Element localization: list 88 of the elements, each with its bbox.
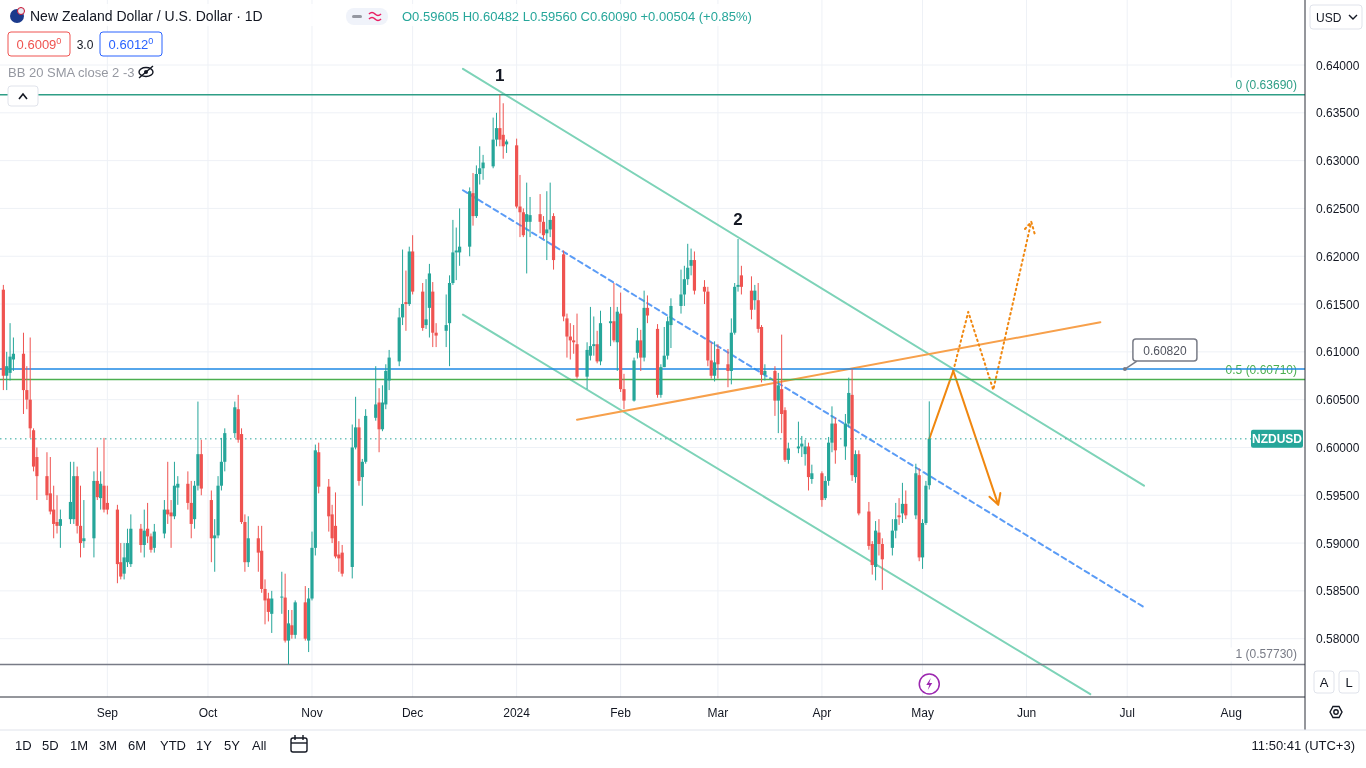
y-tick-label: 0.58000 xyxy=(1316,632,1360,647)
candlestick xyxy=(897,497,901,526)
x-tick-label: Mar xyxy=(707,706,729,720)
text: 6M xyxy=(128,738,147,753)
annotation: 1 xyxy=(495,65,505,85)
candlestick xyxy=(270,590,274,634)
candlestick xyxy=(152,523,156,554)
candlestick xyxy=(608,306,613,347)
candlestick xyxy=(58,509,62,549)
ref-line-label: 1 (0.57730) xyxy=(1235,647,1297,662)
x-tick-label: Nov xyxy=(301,706,323,720)
y-tick-label: 0.61000 xyxy=(1316,345,1360,360)
candlestick xyxy=(290,609,294,640)
x-tick-label: Jun xyxy=(1016,706,1037,720)
candlestick xyxy=(498,94,502,147)
candlestick xyxy=(739,265,743,295)
candlestick xyxy=(280,571,284,615)
annotation: 2 xyxy=(733,210,743,230)
text: New Zealand Dollar / U.S. Dollar · 1D xyxy=(30,8,263,24)
y-tick-label: 0.63500 xyxy=(1316,106,1360,121)
x-tick-label: Apr xyxy=(812,706,832,720)
candlestick xyxy=(595,330,599,364)
candlestick xyxy=(639,329,643,372)
candlestick xyxy=(763,363,767,382)
candlestick xyxy=(525,182,529,274)
candlestick xyxy=(712,340,717,382)
x-tick-label: Dec xyxy=(401,706,424,720)
y-tick-label: 0.59500 xyxy=(1316,488,1360,503)
text: YTD xyxy=(160,738,186,753)
ref-line-label: NZDUSD xyxy=(1252,432,1303,447)
candlestick xyxy=(528,196,532,238)
annotation: 0.6012$^{0}$ xyxy=(108,36,154,52)
y-tick-label: 0.60500 xyxy=(1316,393,1360,408)
candlestick xyxy=(471,172,475,227)
y-tick-label: 0.64000 xyxy=(1316,58,1360,73)
candlestick xyxy=(105,485,109,515)
y-tick-label: 0.62500 xyxy=(1316,201,1360,216)
text: 1D xyxy=(15,738,32,753)
ref-line-label: 0 (0.63690) xyxy=(1235,77,1297,92)
candlestick xyxy=(716,343,720,380)
candlestick xyxy=(95,446,99,501)
annotation: BB 20 SMA close 2 -3 xyxy=(8,65,135,80)
x-tick-label: 2024 xyxy=(503,706,531,720)
text: USD xyxy=(1316,11,1342,25)
text: 1M xyxy=(70,738,89,753)
candlestick xyxy=(545,190,549,261)
candlestick xyxy=(645,294,650,324)
y-tick-label: 0.61500 xyxy=(1316,297,1360,312)
y-tick-label: 0.62000 xyxy=(1316,249,1360,264)
candlestick xyxy=(776,372,780,434)
y-tick-label: 0.60000 xyxy=(1316,440,1360,455)
candlestick xyxy=(810,464,814,485)
x-tick-label: Feb xyxy=(610,706,632,720)
text: 1Y xyxy=(196,738,213,753)
text: 5Y xyxy=(224,738,241,753)
text: 3M xyxy=(99,738,118,753)
candlestick xyxy=(786,442,790,465)
text: 5D xyxy=(42,738,59,753)
candlestick xyxy=(749,275,754,320)
y-tick-label: 0.59000 xyxy=(1316,536,1360,551)
candlestick xyxy=(340,544,344,578)
candlestick xyxy=(612,282,616,343)
ref-line-label: 0.60820 xyxy=(1143,343,1187,358)
candlestick xyxy=(374,365,378,422)
candlestick xyxy=(853,449,858,484)
annotation: 3.0 xyxy=(76,38,94,52)
text: A xyxy=(1319,675,1329,690)
x-tick-label: Jul xyxy=(1119,706,1135,720)
candlestick xyxy=(139,523,143,554)
text: O0.59605 H0.60482 L0.59560 C0.60090 +0.00504 (+0.85%) xyxy=(402,9,752,24)
x-tick-label: Oct xyxy=(198,706,218,720)
candlestick xyxy=(635,327,639,360)
candlestick xyxy=(726,348,730,388)
x-tick-label: Aug xyxy=(1220,706,1242,720)
candlestick xyxy=(679,269,683,315)
text: L xyxy=(1345,675,1353,690)
candlestick xyxy=(99,470,103,511)
x-tick-label: Sep xyxy=(96,706,119,720)
candlestick xyxy=(162,499,166,539)
text: All xyxy=(252,738,267,753)
y-tick-label: 0.58500 xyxy=(1316,584,1360,599)
x-tick-label: May xyxy=(911,706,934,720)
text: 11:50:41 (UTC+3) xyxy=(1251,738,1355,753)
candlestick xyxy=(246,515,250,568)
annotation: 0.6009$^{0}$ xyxy=(16,36,62,52)
candlestick xyxy=(404,270,408,332)
candlestick xyxy=(82,499,86,549)
y-tick-label: 0.63000 xyxy=(1316,154,1360,169)
